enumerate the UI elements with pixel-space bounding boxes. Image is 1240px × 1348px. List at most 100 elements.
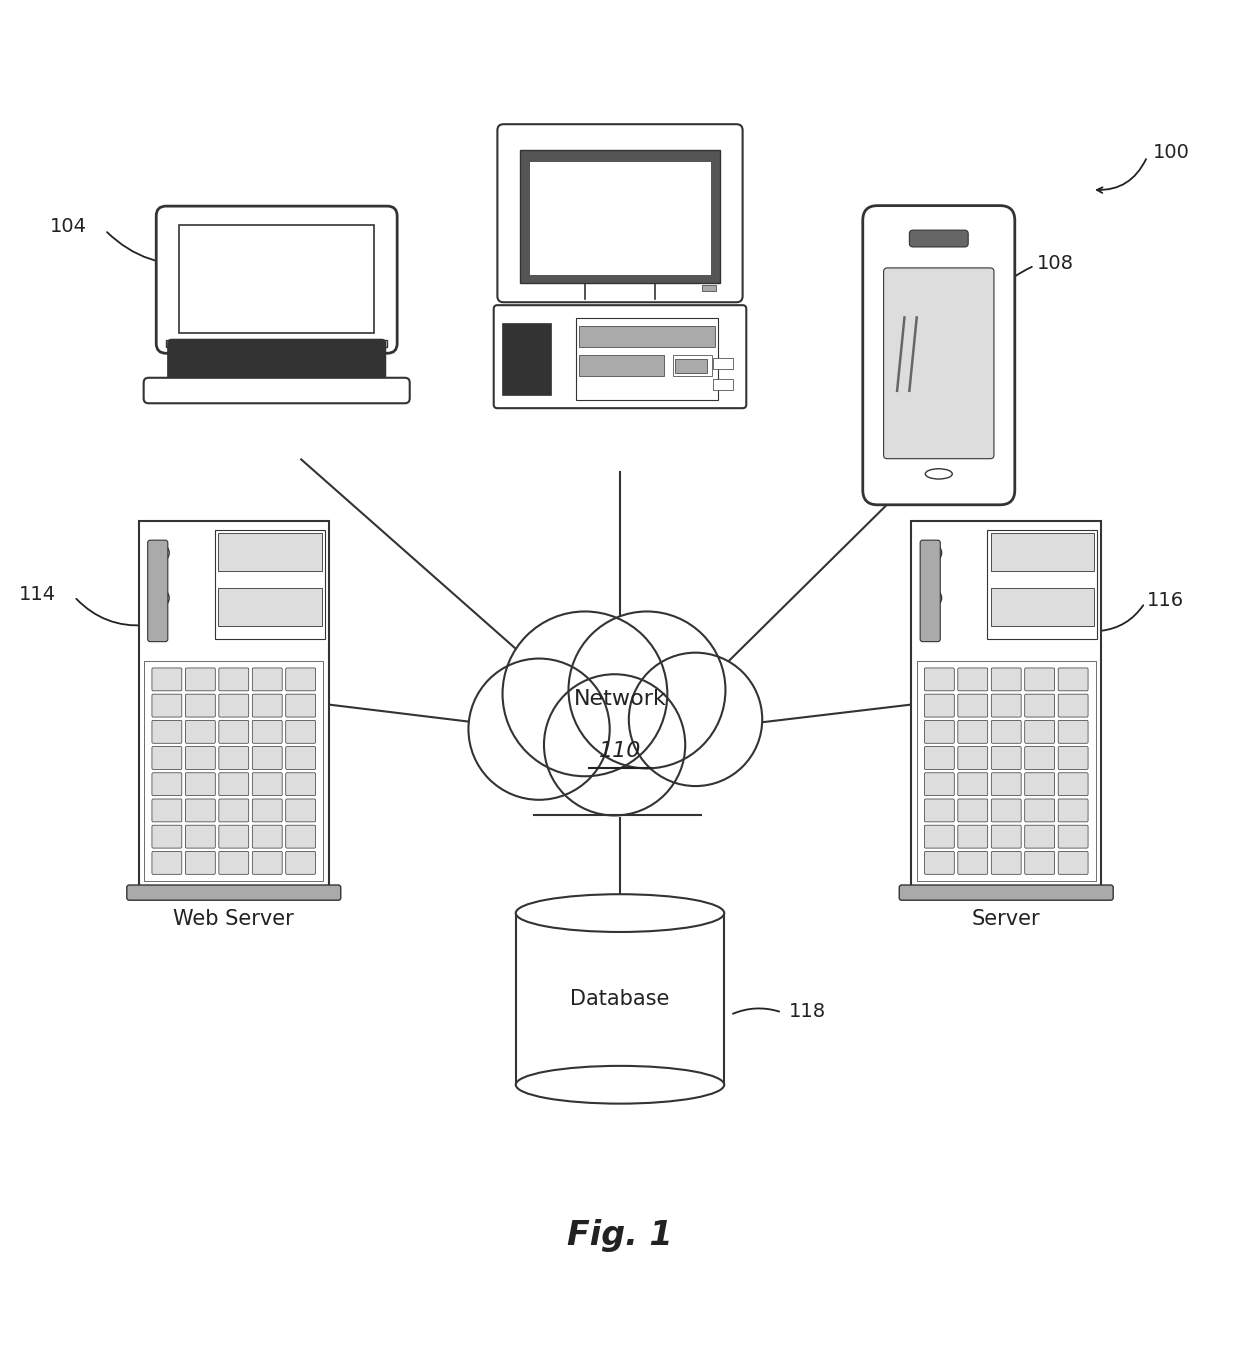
FancyBboxPatch shape [218,694,249,717]
FancyBboxPatch shape [153,799,182,822]
FancyBboxPatch shape [924,669,955,690]
FancyBboxPatch shape [676,359,707,373]
FancyBboxPatch shape [1058,747,1087,770]
FancyBboxPatch shape [252,799,283,822]
FancyBboxPatch shape [672,355,713,376]
FancyBboxPatch shape [991,532,1094,572]
FancyBboxPatch shape [144,661,324,882]
FancyBboxPatch shape [713,357,733,369]
FancyBboxPatch shape [186,852,216,875]
FancyBboxPatch shape [218,747,249,770]
FancyBboxPatch shape [924,747,955,770]
FancyBboxPatch shape [153,669,182,690]
FancyBboxPatch shape [713,379,733,390]
FancyBboxPatch shape [991,772,1022,795]
Text: Network: Network [574,689,666,709]
FancyBboxPatch shape [957,852,988,875]
Circle shape [150,543,169,562]
FancyBboxPatch shape [153,852,182,875]
FancyBboxPatch shape [153,720,182,743]
FancyBboxPatch shape [1024,852,1054,875]
FancyBboxPatch shape [991,799,1022,822]
FancyBboxPatch shape [924,772,955,795]
FancyBboxPatch shape [252,669,283,690]
FancyBboxPatch shape [285,747,316,770]
FancyBboxPatch shape [186,720,216,743]
FancyBboxPatch shape [153,825,182,848]
FancyBboxPatch shape [285,772,316,795]
FancyBboxPatch shape [991,588,1094,625]
FancyBboxPatch shape [1058,799,1087,822]
FancyBboxPatch shape [166,340,387,348]
FancyBboxPatch shape [924,694,955,717]
FancyBboxPatch shape [218,669,249,690]
FancyBboxPatch shape [186,694,216,717]
Text: 104: 104 [50,217,87,236]
FancyBboxPatch shape [252,720,283,743]
FancyBboxPatch shape [186,825,216,848]
FancyBboxPatch shape [909,231,968,247]
Ellipse shape [516,894,724,931]
Circle shape [923,543,941,562]
FancyBboxPatch shape [957,772,988,795]
FancyBboxPatch shape [218,852,249,875]
Text: 116: 116 [1147,590,1184,609]
FancyBboxPatch shape [180,225,374,333]
FancyBboxPatch shape [529,162,711,275]
FancyBboxPatch shape [218,772,249,795]
FancyBboxPatch shape [218,588,321,625]
Text: 108: 108 [1037,253,1074,272]
FancyBboxPatch shape [1024,694,1054,717]
FancyBboxPatch shape [1058,772,1087,795]
FancyBboxPatch shape [139,520,329,888]
Text: 110: 110 [599,741,641,762]
Circle shape [150,589,169,608]
FancyBboxPatch shape [991,747,1022,770]
FancyBboxPatch shape [520,150,720,283]
FancyBboxPatch shape [1024,825,1054,848]
FancyBboxPatch shape [218,720,249,743]
Circle shape [469,659,610,799]
Text: Server: Server [972,909,1040,929]
FancyBboxPatch shape [1058,669,1087,690]
Text: Fig. 1: Fig. 1 [567,1219,673,1252]
FancyBboxPatch shape [991,720,1022,743]
FancyBboxPatch shape [863,206,1014,504]
FancyBboxPatch shape [285,852,316,875]
FancyBboxPatch shape [884,268,994,458]
FancyBboxPatch shape [497,124,743,302]
FancyBboxPatch shape [916,661,1096,882]
FancyBboxPatch shape [924,720,955,743]
Circle shape [923,589,941,608]
FancyBboxPatch shape [579,355,665,376]
FancyBboxPatch shape [957,799,988,822]
FancyBboxPatch shape [899,886,1114,900]
FancyBboxPatch shape [924,825,955,848]
FancyBboxPatch shape [579,326,715,348]
Ellipse shape [516,1066,724,1104]
FancyBboxPatch shape [1024,720,1054,743]
FancyBboxPatch shape [575,318,718,400]
FancyBboxPatch shape [957,694,988,717]
FancyBboxPatch shape [218,799,249,822]
FancyBboxPatch shape [126,886,341,900]
FancyBboxPatch shape [1058,852,1087,875]
FancyBboxPatch shape [1058,825,1087,848]
FancyBboxPatch shape [991,852,1022,875]
FancyBboxPatch shape [1024,669,1054,690]
FancyBboxPatch shape [957,720,988,743]
FancyBboxPatch shape [186,772,216,795]
FancyBboxPatch shape [957,747,988,770]
FancyBboxPatch shape [252,825,283,848]
Text: 114: 114 [19,585,56,604]
FancyBboxPatch shape [924,799,955,822]
FancyBboxPatch shape [702,284,715,291]
Circle shape [568,612,725,768]
FancyBboxPatch shape [285,720,316,743]
FancyBboxPatch shape [1024,799,1054,822]
FancyBboxPatch shape [285,825,316,848]
FancyBboxPatch shape [957,669,988,690]
Bar [526,739,714,817]
FancyBboxPatch shape [991,694,1022,717]
FancyBboxPatch shape [252,772,283,795]
